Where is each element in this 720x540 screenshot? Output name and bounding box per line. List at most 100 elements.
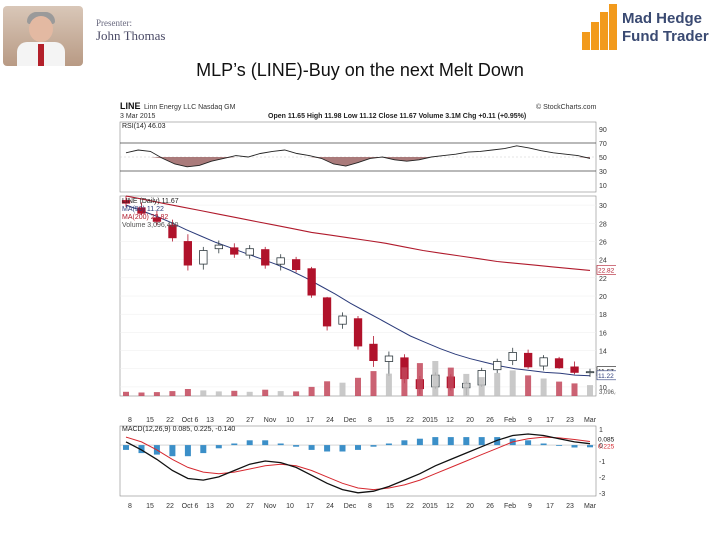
price-tick-label: 10 bbox=[599, 385, 607, 392]
macd-histogram-bar bbox=[556, 445, 563, 446]
volume-last-label: 3,096,400 bbox=[599, 390, 616, 396]
volume-bar bbox=[184, 389, 191, 396]
candle-body bbox=[353, 318, 363, 347]
logo-bars-icon bbox=[582, 4, 617, 50]
candle-body bbox=[338, 315, 347, 325]
x-axis-label-bottom: 22 bbox=[166, 503, 174, 510]
volume-bar bbox=[215, 391, 222, 396]
macd-histogram-bar bbox=[385, 443, 392, 446]
macd-histogram-bar bbox=[416, 438, 423, 446]
price-tick-label: 18 bbox=[599, 312, 607, 319]
price-value-label: 11.22 bbox=[598, 373, 614, 380]
price-legend: LINE (Daily) 11.67 bbox=[122, 198, 179, 205]
volume-bar bbox=[370, 371, 377, 396]
volume-bar bbox=[246, 391, 253, 396]
x-axis-label: 27 bbox=[246, 417, 254, 424]
macd-signal-line bbox=[125, 436, 591, 491]
x-axis-label-bottom: 17 bbox=[546, 503, 554, 510]
x-axis-label-bottom: Feb bbox=[504, 503, 516, 510]
price-tick-label: 28 bbox=[599, 221, 607, 228]
chart-stats: Open 11.65 High 11.98 Low 11.12 Close 11… bbox=[268, 113, 526, 120]
candle-body bbox=[384, 355, 394, 362]
x-axis-label: 13 bbox=[206, 417, 214, 424]
volume-bar bbox=[401, 367, 408, 396]
slide-title: MLP’s (LINE)-Buy on the next Melt Down bbox=[196, 60, 524, 80]
volume-bar bbox=[525, 375, 532, 396]
macd-histogram-bar bbox=[200, 445, 207, 454]
macd-histogram-bar bbox=[184, 445, 191, 457]
x-axis-label: 10 bbox=[286, 417, 294, 424]
logo-line1: Mad Hedge bbox=[622, 10, 703, 27]
x-axis-label-bottom: 8 bbox=[368, 503, 372, 510]
rsi-tick-label: 30 bbox=[599, 169, 607, 176]
presenter-name: John Thomas bbox=[96, 28, 166, 43]
x-axis-label-bottom: Mar bbox=[584, 503, 597, 510]
chart-date: 3 Mar 2015 bbox=[120, 113, 156, 120]
candle-body bbox=[230, 247, 239, 255]
volume-bar bbox=[385, 373, 392, 396]
macd-histogram-bar bbox=[494, 437, 501, 446]
logo-line2: Fund Trader bbox=[622, 28, 709, 45]
macd-histogram-bar bbox=[246, 440, 253, 446]
candle-body bbox=[508, 351, 517, 361]
volume-bar bbox=[540, 378, 547, 396]
x-axis-label: 15 bbox=[386, 417, 394, 424]
x-axis-label-bottom: 23 bbox=[566, 503, 574, 510]
macd-histogram-bar bbox=[262, 440, 269, 446]
macd-histogram-bar bbox=[370, 445, 377, 447]
x-axis-label: 26 bbox=[486, 417, 494, 424]
chart-company: Linn Energy LLC Nasdaq GM bbox=[144, 104, 236, 111]
x-axis-label-bottom: Dec bbox=[344, 503, 357, 510]
rsi-panel: 90 70 50 30 10 bbox=[119, 121, 607, 193]
rsi-line bbox=[125, 145, 591, 168]
x-axis-label-bottom: 10 bbox=[286, 503, 294, 510]
volume-bar bbox=[587, 385, 593, 396]
macd-line bbox=[125, 433, 591, 494]
brand-logo: Mad Hedge Fund Trader bbox=[582, 4, 720, 50]
price-value-label: 22.82 bbox=[598, 267, 615, 274]
candle-body bbox=[554, 358, 564, 369]
volume-bar bbox=[308, 386, 315, 396]
macd-histogram-bar bbox=[324, 445, 331, 452]
x-axis-label-bottom: 24 bbox=[326, 503, 334, 510]
candle-body bbox=[137, 207, 146, 214]
candle-body bbox=[121, 200, 131, 204]
volume-bar bbox=[262, 389, 269, 396]
stock-chart: LINE Linn Energy LLC Nasdaq GM © StockCh… bbox=[88, 100, 626, 512]
candle-body bbox=[199, 250, 208, 265]
x-axis-label: 23 bbox=[566, 417, 574, 424]
photo-face bbox=[29, 16, 53, 42]
candle-body bbox=[523, 352, 533, 368]
macd-histogram-bar bbox=[525, 440, 532, 446]
candle-body bbox=[291, 259, 301, 271]
chart-source: © StockCharts.com bbox=[536, 103, 597, 111]
macd-histogram-bar bbox=[308, 445, 315, 450]
ma50-line bbox=[125, 204, 591, 377]
candle-body bbox=[261, 249, 270, 266]
volume-bar bbox=[324, 381, 331, 396]
macd-histogram-bar bbox=[463, 437, 470, 446]
macd-tick-label: 0 bbox=[599, 443, 603, 450]
macd-histogram-bar bbox=[138, 445, 145, 454]
macd-value-label: 0.085 bbox=[598, 437, 615, 444]
macd-tick-label: -3 bbox=[599, 491, 605, 498]
x-axis-label-bottom: 15 bbox=[146, 503, 154, 510]
x-axis-label-bottom: 9 bbox=[528, 503, 532, 510]
macd-histogram-bar bbox=[432, 437, 439, 446]
photo-tie bbox=[38, 44, 44, 66]
x-axis-label: 9 bbox=[528, 417, 532, 424]
x-axis-label: Oct 6 bbox=[182, 417, 199, 424]
price-tick-label: 16 bbox=[599, 330, 607, 337]
volume-bar bbox=[231, 390, 238, 397]
macd-histogram-bar bbox=[355, 445, 361, 450]
volume-bar bbox=[447, 367, 454, 396]
x-axis-label-bottom: 27 bbox=[246, 503, 254, 510]
x-axis-label-bottom: 20 bbox=[466, 503, 474, 510]
candle-body bbox=[276, 257, 285, 265]
volume-bar bbox=[556, 381, 563, 396]
x-axis-label: 22 bbox=[406, 417, 414, 424]
volume-bar bbox=[463, 373, 470, 396]
x-axis-label: 15 bbox=[146, 417, 154, 424]
macd-frame bbox=[119, 425, 597, 497]
